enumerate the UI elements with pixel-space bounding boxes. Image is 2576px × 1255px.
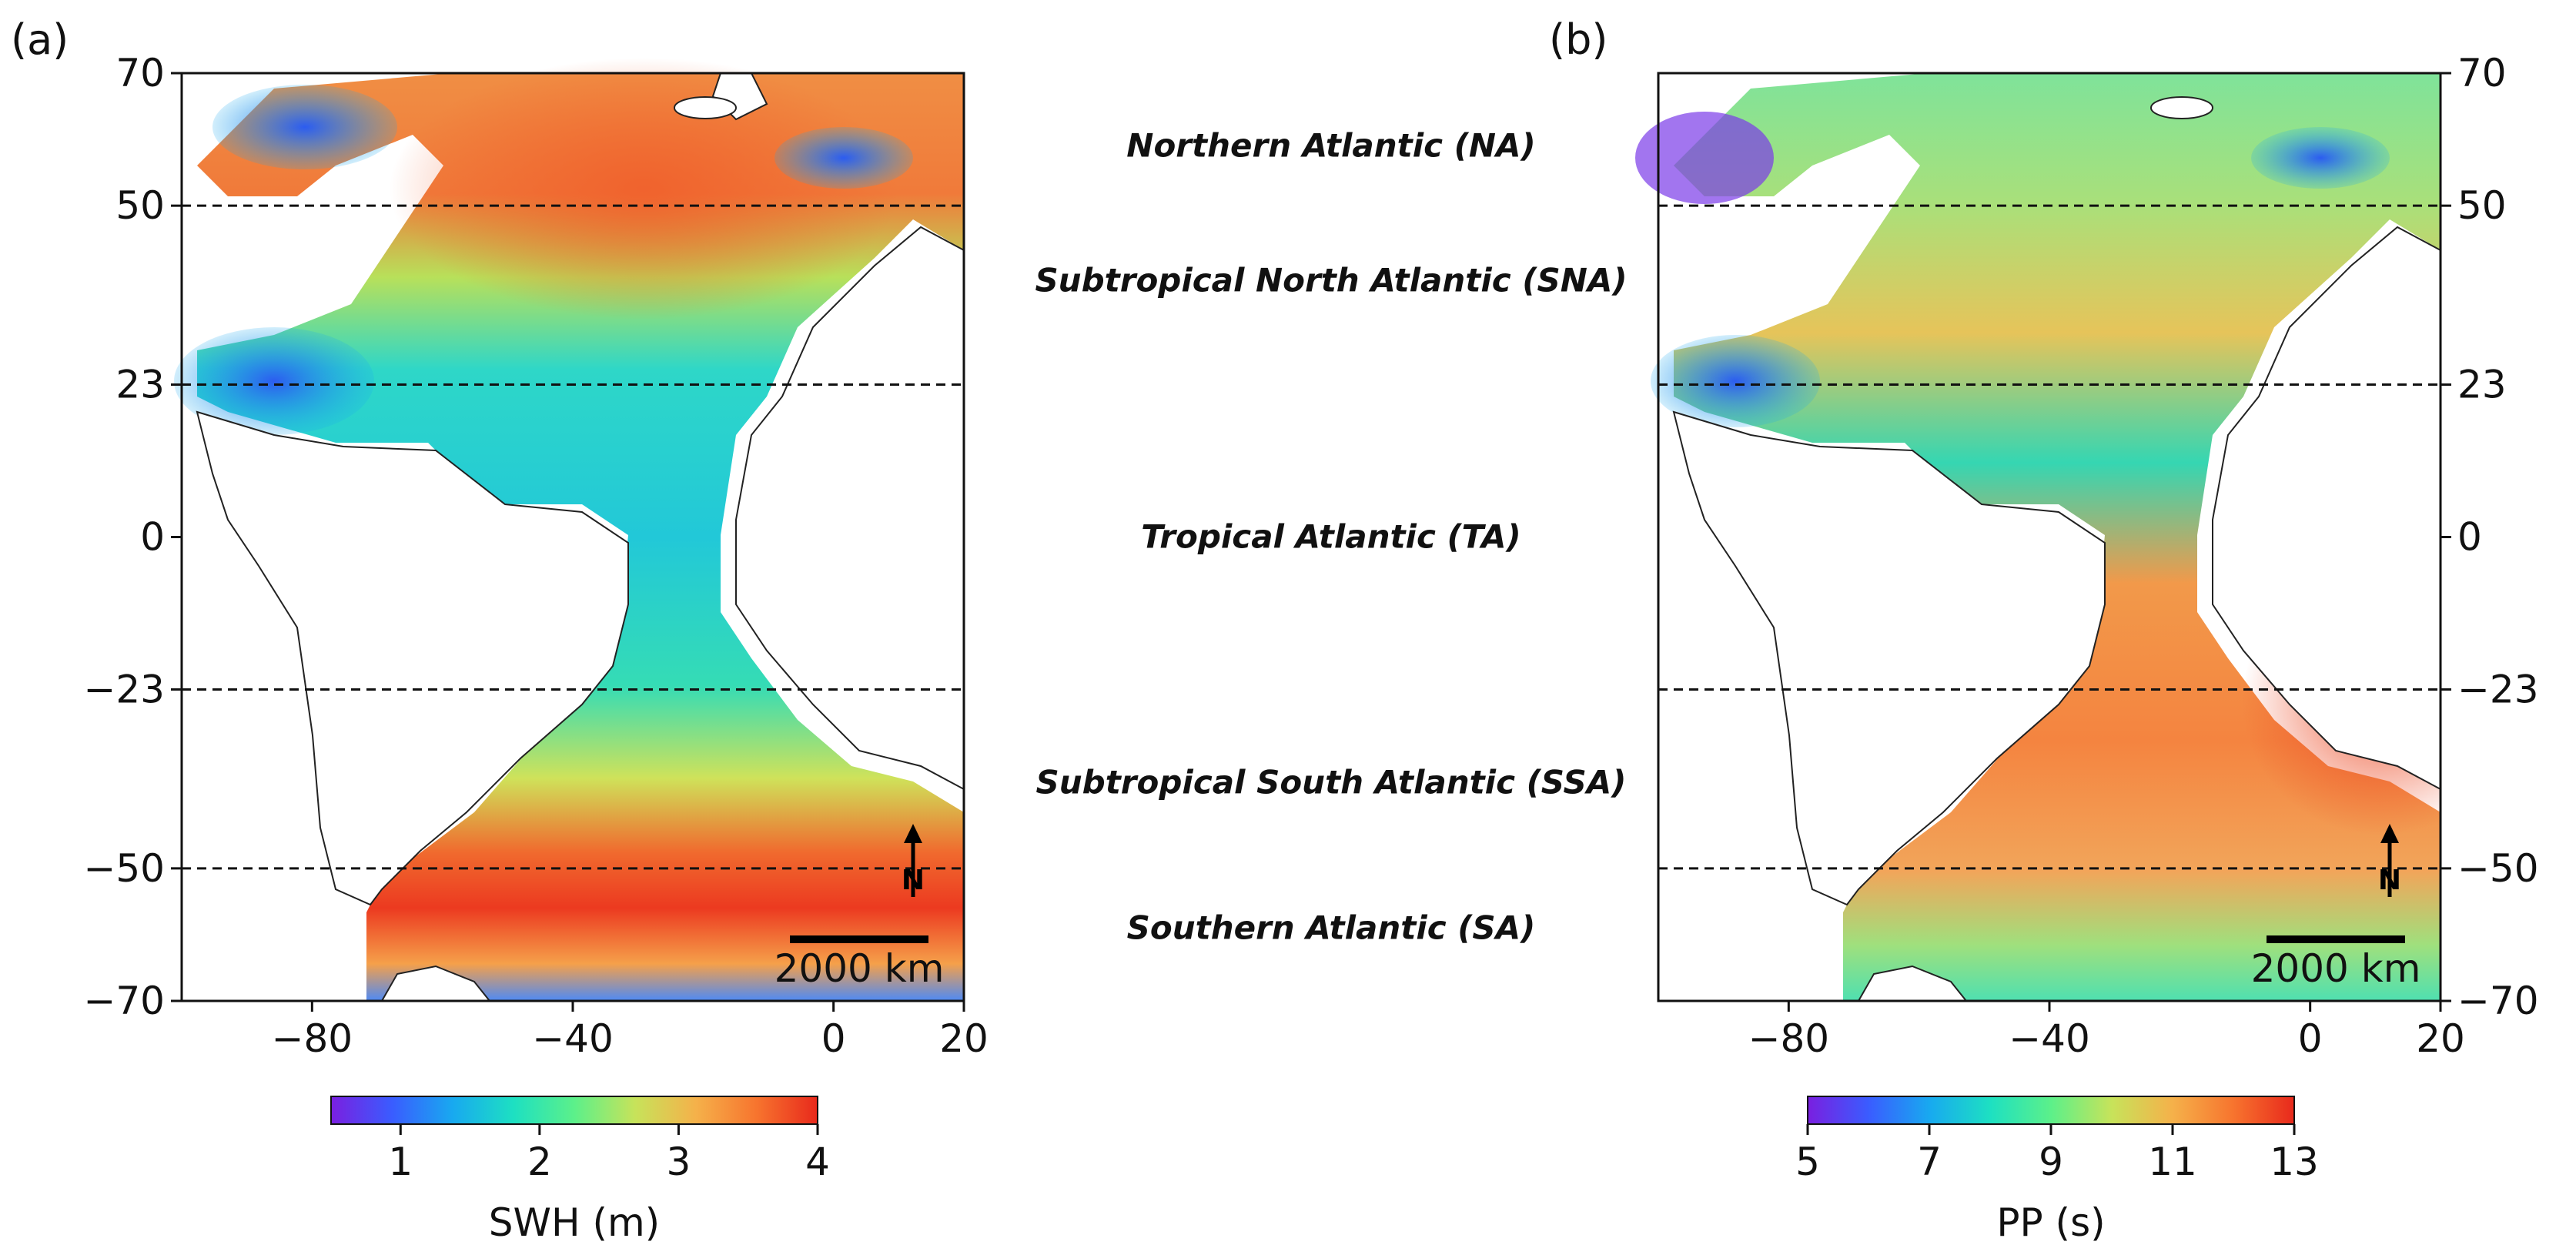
map-area: 2000 km N [174,58,965,1002]
region-label: Southern Atlantic (SA) [1127,909,1536,946]
north-arrow: N [2378,824,2401,897]
land-outline [735,226,965,791]
lat-tick-label: −23 [83,667,165,711]
scale-bar-line [2267,935,2405,943]
lat-tick-label: 50 [2457,183,2507,228]
iceland [2150,96,2213,119]
colorbar-label: PP (s) [1996,1200,2105,1245]
scale-bar-label: 2000 km [2251,946,2421,991]
scale-bar-line [790,935,928,943]
boundary-lines [1658,204,2441,870]
panel-label: (a) [11,15,69,64]
north-arrow-icon [904,824,922,843]
colorbar-tick-label: 13 [2270,1140,2319,1184]
lon-tick-label: 20 [2416,1016,2465,1061]
colorbar-bar [1807,1096,2295,1125]
colorbar-bar [330,1096,818,1125]
north-arrow-label: N [902,865,925,896]
lat-tick-label: 70 [115,51,165,95]
north-arrow-icon [2380,824,2399,843]
lat-tick-label: 50 [115,183,165,228]
colorbar-tick-label: 2 [527,1140,552,1184]
lat-tick-label: −50 [2457,846,2539,891]
lon-ticks: −80 −40 0 20 [272,1001,989,1061]
region-label: Tropical Atlantic (TA) [1141,518,1521,556]
scale-bar-label: 2000 km [774,946,945,991]
lat-ticks-right: 70 50 23 0 −23 −50 −70 [2441,51,2539,1023]
colorbar: 5 7 9 11 13 PP (s) [1795,1096,2319,1245]
hudson-bay [212,85,397,169]
panel-label: (b) [1549,15,1607,64]
colorbar-ticks: 5 7 9 11 13 [1795,1124,2319,1184]
region-label: Subtropical South Atlantic (SSA) [1036,763,1627,801]
iceland [674,96,737,119]
colorbar-tick-label: 1 [388,1140,413,1184]
lon-tick-label: −80 [272,1016,353,1061]
lon-tick-label: −40 [2009,1016,2090,1061]
scale-bar: 2000 km [774,935,945,991]
lat-tick-label: −23 [2457,667,2539,711]
colorbar-tick-label: 7 [1917,1140,1942,1184]
north-arrow-label: N [2378,865,2401,896]
scale-bar: 2000 km [2251,935,2421,991]
region-label: Northern Atlantic (NA) [1126,127,1535,165]
colorbar-tick-label: 9 [2039,1140,2063,1184]
land-outline [2212,226,2441,791]
colorbar: 1 2 3 4 SWH (m) [330,1096,830,1245]
lon-tick-label: −80 [1748,1016,1830,1061]
lat-tick-label: −70 [2457,979,2539,1023]
colorbar-ticks: 1 2 3 4 [388,1124,830,1184]
lon-tick-label: 0 [2298,1016,2323,1061]
colorbar-tick-label: 11 [2148,1140,2197,1184]
hudson-bay [1635,112,1774,204]
colorbar-tick-label: 3 [667,1140,691,1184]
map-area: 2000 km N [1635,72,2442,1002]
lat-tick-label: 23 [115,363,165,407]
lat-tick-label: 0 [2457,515,2482,560]
lat-tick-label: 0 [140,515,165,560]
lat-ticks-left: 70 50 23 0 −23 −50 −70 [83,51,182,1023]
lon-tick-label: 0 [821,1016,846,1061]
lat-tick-label: 23 [2457,363,2507,407]
panel-a: (a) 2000 km [11,15,989,1245]
region-label: Subtropical North Atlantic (SNA) [1035,262,1627,300]
north-sea [2251,127,2390,189]
colorbar-tick-label: 4 [805,1140,830,1184]
colorbar-label: SWH (m) [489,1200,660,1245]
na-high-swh [390,58,898,320]
gulf-of-mexico [174,327,374,435]
gulf-of-mexico [1651,335,1820,427]
lon-ticks: −80 −40 0 20 [1748,1001,2465,1061]
lon-tick-label: −40 [532,1016,614,1061]
land-outline [196,410,629,906]
colorbar-tick-label: 5 [1795,1140,1820,1184]
ocean-field [182,73,964,1001]
lat-tick-label: 70 [2457,51,2507,95]
north-arrow: N [902,824,925,897]
region-labels: Northern Atlantic (NA) Subtropical North … [1035,127,1627,947]
lon-tick-label: 20 [939,1016,989,1061]
lat-tick-label: −70 [83,979,165,1023]
lat-tick-label: −50 [83,846,165,891]
land-outline [1672,410,2106,906]
north-sea [774,127,913,189]
boundary-lines [182,204,964,870]
